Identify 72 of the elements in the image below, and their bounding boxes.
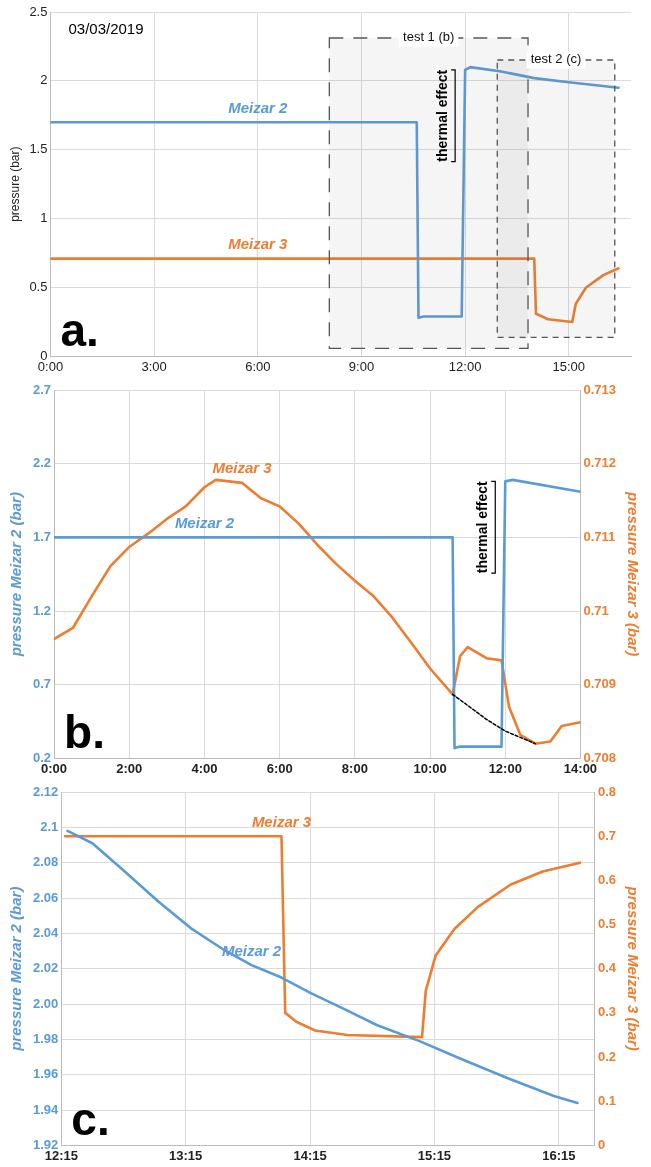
x-tick-label: 6:00 <box>266 760 293 776</box>
y2-tick-label: 0.708 <box>583 749 617 765</box>
y-tick-label: 1.5 <box>29 141 48 157</box>
y-axis-title: pressure Meizar 2 (bar) <box>7 886 25 1052</box>
y2-tick-label: 0.5 <box>597 916 617 932</box>
annotation: thermal effect <box>474 481 491 574</box>
y2-axis-title: pressure Meizar 3 (bar) <box>624 491 642 657</box>
y-tick-label: 1.98 <box>32 1030 59 1046</box>
y-axis-title: pressure (bar) <box>7 146 22 222</box>
y-tick-label: 2.1 <box>40 818 59 834</box>
annotation: 03/03/2019 <box>68 20 144 37</box>
series-label: Meizar 3 <box>228 235 289 253</box>
y-tick-label: 0.2 <box>32 749 52 765</box>
y2-tick-label: 0.711 <box>583 528 616 544</box>
y-tick-label: 1.7 <box>32 528 52 544</box>
x-tick-label: 15:00 <box>552 358 586 374</box>
x-tick-label: 15:15 <box>417 1147 452 1163</box>
series-label: Meizar 3 <box>251 812 312 830</box>
y2-tick-label: 0.709 <box>583 676 617 692</box>
series-label: Meizar 2 <box>174 514 235 531</box>
y-tick-label: 1.92 <box>32 1136 59 1152</box>
y2-tick-label: 0.712 <box>583 455 617 471</box>
series-label: Meizar 2 <box>228 98 289 116</box>
x-tick-label: 3:00 <box>141 358 167 374</box>
y-tick-label: 1.94 <box>32 1101 60 1117</box>
x-tick-label: 13:15 <box>169 1147 203 1163</box>
y2-axis-title: pressure Meizar 3 (bar) <box>624 885 642 1051</box>
y2-tick-label: 0.6 <box>597 871 617 887</box>
x-tick-label: 12:00 <box>488 760 522 776</box>
y2-tick-label: 0.7 <box>597 827 617 843</box>
band-label: test 1 (b) <box>403 28 455 44</box>
y2-tick-label: 0.713 <box>583 381 617 397</box>
y2-tick-label: 0.4 <box>597 960 617 976</box>
band-label: test 2 (c) <box>530 50 582 66</box>
line-series <box>451 693 537 745</box>
x-tick-label: 2:00 <box>116 760 143 776</box>
y-tick-label: 2.12 <box>32 783 59 799</box>
y-tick-label: 2.7 <box>32 381 52 397</box>
x-tick-label: 8:00 <box>341 760 368 776</box>
y-tick-label: 2.5 <box>29 3 48 19</box>
y2-tick-label: 0.8 <box>597 783 617 799</box>
x-tick-label: 12:00 <box>448 358 482 374</box>
y-axis-title: pressure Meizar 2 (bar) <box>7 492 25 658</box>
x-tick-label: 4:00 <box>191 760 218 776</box>
x-tick-label: 14:15 <box>293 1147 327 1163</box>
y-tick-label: 1.96 <box>32 1066 59 1082</box>
y-tick-label: 2.04 <box>32 924 60 940</box>
series-label: Meizar 3 <box>212 459 273 477</box>
y-tick-label: 1 <box>40 210 48 226</box>
y-tick-label: 2.06 <box>32 889 59 905</box>
y-tick-label: 2.02 <box>32 960 59 976</box>
annotation: c. <box>71 1093 110 1146</box>
x-tick-label: 16:15 <box>542 1147 576 1163</box>
y2-tick-label: 0.71 <box>583 602 609 618</box>
y-tick-label: 0.7 <box>32 676 52 692</box>
annotation: thermal effect <box>433 69 450 162</box>
y-tick-label: 0.5 <box>29 279 48 295</box>
annotation: a. <box>60 304 99 357</box>
y-tick-label: 1.2 <box>32 602 52 618</box>
y2-tick-label: 0.1 <box>597 1092 617 1108</box>
y2-tick-label: 0.3 <box>597 1004 617 1020</box>
x-tick-label: 6:00 <box>245 358 271 374</box>
x-tick-label: 10:00 <box>413 760 447 776</box>
y-tick-label: 2 <box>40 72 48 88</box>
x-tick-label: 9:00 <box>348 358 375 374</box>
y-tick-label: 0 <box>40 347 48 363</box>
y2-tick-label: 0.2 <box>597 1048 617 1064</box>
y-tick-label: 2.00 <box>32 995 59 1011</box>
y2-tick-label: 0 <box>597 1136 606 1152</box>
y-tick-label: 2.2 <box>32 455 52 471</box>
y-tick-label: 2.08 <box>32 854 59 870</box>
annotation: b. <box>64 706 105 759</box>
